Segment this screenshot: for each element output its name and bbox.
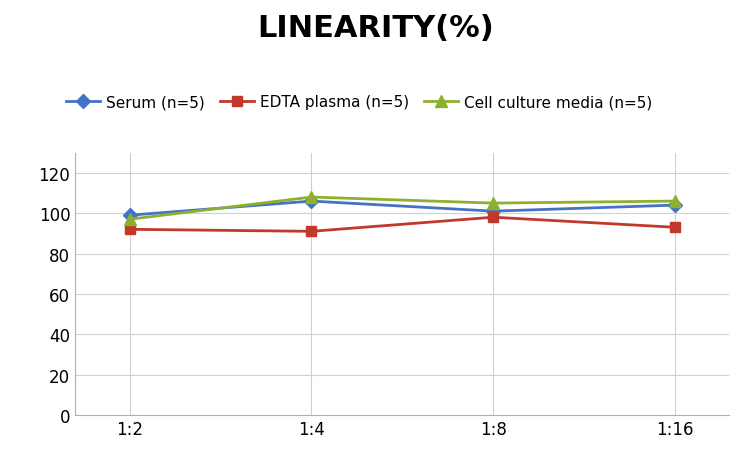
Cell culture media (n=5) xyxy=(125,217,134,222)
Legend: Serum (n=5), EDTA plasma (n=5), Cell culture media (n=5): Serum (n=5), EDTA plasma (n=5), Cell cul… xyxy=(60,89,658,116)
Serum (n=5) xyxy=(125,213,134,218)
Serum (n=5) xyxy=(489,209,498,214)
Line: EDTA plasma (n=5): EDTA plasma (n=5) xyxy=(125,213,680,237)
Cell culture media (n=5) xyxy=(307,195,316,200)
Cell culture media (n=5) xyxy=(489,201,498,207)
Line: Serum (n=5): Serum (n=5) xyxy=(125,197,680,221)
Serum (n=5) xyxy=(671,203,680,208)
EDTA plasma (n=5) xyxy=(489,215,498,221)
EDTA plasma (n=5) xyxy=(671,225,680,230)
EDTA plasma (n=5) xyxy=(307,229,316,235)
Cell culture media (n=5) xyxy=(671,199,680,204)
Serum (n=5) xyxy=(307,199,316,204)
EDTA plasma (n=5) xyxy=(125,227,134,233)
Line: Cell culture media (n=5): Cell culture media (n=5) xyxy=(124,192,681,226)
Text: LINEARITY(%): LINEARITY(%) xyxy=(258,14,494,42)
